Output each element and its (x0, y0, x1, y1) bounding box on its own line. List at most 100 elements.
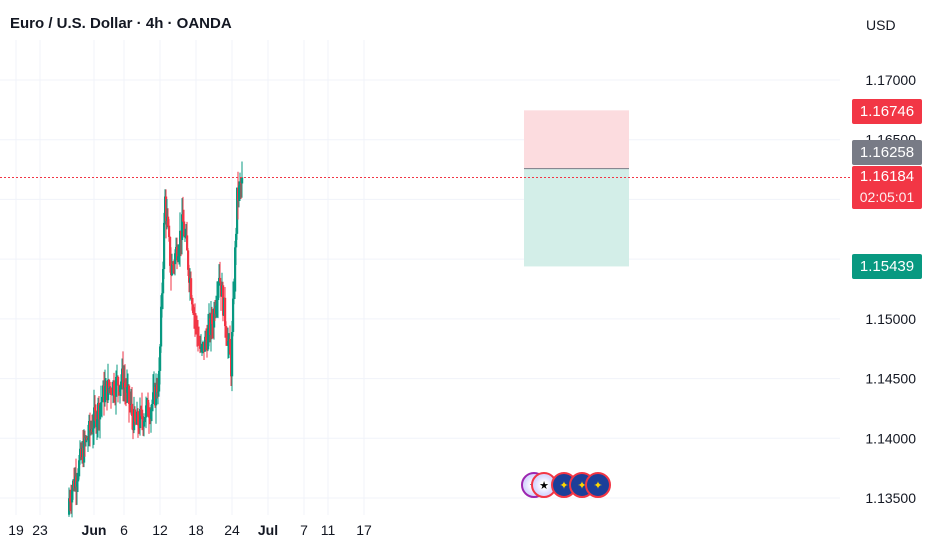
candle-body (158, 370, 161, 392)
candle (238, 181, 241, 208)
price-tick-label: 1.14000 (865, 430, 916, 446)
candle-body (101, 399, 104, 403)
candle-body (155, 384, 158, 406)
candle (119, 385, 122, 404)
candle-body (183, 221, 186, 237)
price-tick-label: 1.17000 (865, 72, 916, 88)
candle-body (181, 214, 184, 241)
currency-label[interactable]: USD (866, 17, 896, 33)
candle-body (117, 376, 120, 386)
candle (215, 295, 218, 319)
candle (231, 320, 234, 392)
candle (163, 212, 166, 280)
candle (101, 396, 104, 418)
candle-body (104, 386, 107, 403)
candle-body (190, 278, 193, 298)
candle-body (110, 387, 113, 394)
candle-body (219, 277, 222, 282)
candle (144, 416, 147, 423)
candle (167, 208, 170, 228)
candle-body (152, 392, 155, 404)
candle (113, 372, 116, 403)
candle-body (199, 343, 202, 349)
candle-body (213, 308, 216, 328)
bar-countdown: 02:05:01 (859, 189, 915, 205)
candle-body (235, 233, 238, 248)
candle (99, 403, 102, 439)
time-tick-label: 24 (224, 522, 240, 538)
candle (83, 429, 86, 468)
time-tick-label: 17 (356, 522, 372, 538)
candle (128, 384, 131, 423)
candle (186, 221, 189, 251)
candle-body (143, 420, 146, 427)
time-tick-label: 19 (8, 522, 24, 538)
candle (155, 373, 158, 424)
stop-loss-zone (524, 110, 629, 169)
candle-body (174, 253, 177, 265)
stop-price-badge: 1.16746 (852, 99, 922, 124)
candle-body (94, 407, 97, 411)
chart-title[interactable]: Euro / U.S. Dollar · 4h · OANDA (10, 15, 232, 32)
candle (156, 377, 159, 399)
candle-body (95, 410, 98, 427)
candle-body (161, 293, 164, 307)
candle-body (126, 386, 129, 393)
candle-body (120, 381, 123, 386)
candle-body (99, 405, 102, 420)
candle-body (178, 250, 181, 257)
candle (219, 261, 222, 284)
candle-body (182, 214, 185, 222)
candle-body (210, 314, 213, 335)
candle (68, 487, 71, 517)
candle-series (68, 161, 244, 518)
candle-body (176, 246, 179, 261)
candle-body (197, 331, 200, 344)
candle-body (119, 385, 122, 393)
candle-body (231, 331, 234, 377)
candle-body (157, 391, 160, 393)
candle (174, 249, 177, 276)
candle-body (233, 291, 236, 299)
candle-body (160, 306, 163, 347)
candle (213, 301, 216, 340)
candle-body (207, 328, 210, 350)
position-tool (524, 110, 629, 267)
candle-body (224, 297, 227, 327)
candle-body (151, 403, 154, 410)
candle-body (232, 298, 235, 332)
candle (201, 343, 204, 356)
candle-body (148, 416, 151, 418)
candle (210, 300, 213, 352)
candle-body (194, 313, 197, 320)
candle-body (141, 409, 144, 420)
candle-body (188, 269, 191, 283)
candle (143, 413, 146, 437)
candle (229, 325, 232, 355)
candle-body (108, 379, 111, 389)
candle-body (191, 297, 194, 305)
candle (124, 364, 127, 405)
time-tick-label: 7 (300, 522, 308, 538)
candle-body (218, 277, 221, 286)
candle-body (187, 250, 190, 270)
candle-body (240, 183, 243, 185)
candle (93, 389, 96, 445)
candle (69, 489, 72, 512)
candle-body (198, 343, 201, 345)
flag-eu-icon[interactable]: ✦ (585, 472, 611, 498)
candle (183, 209, 186, 238)
candle (200, 334, 203, 353)
candle-body (83, 438, 86, 463)
candle-body (147, 399, 150, 417)
candle-body (69, 498, 72, 502)
candle-body (234, 247, 237, 292)
candle-body (150, 409, 153, 419)
candle-body (134, 409, 137, 422)
candle-body (113, 381, 116, 395)
candle-body (145, 405, 148, 418)
price-tick-label: 1.14500 (865, 371, 916, 387)
time-tick-label: Jul (258, 522, 278, 538)
candle-body (227, 341, 230, 346)
